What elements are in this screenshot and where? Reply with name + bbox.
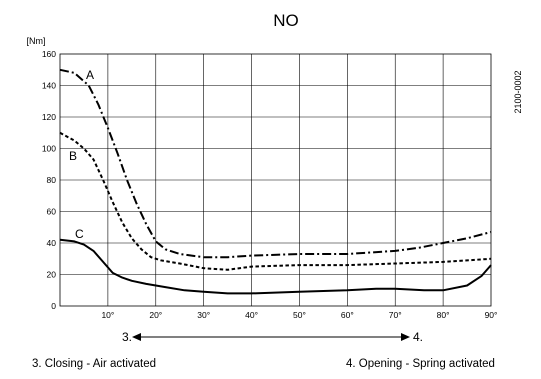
y-tick-label: 80	[47, 175, 57, 185]
series-label-b: B	[69, 149, 77, 163]
x-tick-label: 70°	[389, 310, 402, 320]
x-tick-label: 50°	[293, 310, 306, 320]
x-tick-label: 20°	[149, 310, 162, 320]
direction-arrow	[132, 333, 410, 341]
x-tick-label: 80°	[437, 310, 450, 320]
series-line-b	[59, 131, 492, 271]
x-tick-label: 60°	[341, 310, 354, 320]
arrow-label-opening: 4.	[413, 330, 423, 344]
legend-opening: 4. Opening - Spring activated	[346, 358, 495, 370]
x-tick-label: 40°	[245, 310, 258, 320]
y-tick-label: 40	[47, 238, 57, 248]
x-tick-labels: 10° 20° 30° 40° 50° 60° 70° 80° 90°	[101, 310, 497, 320]
x-tick-label: 10°	[101, 310, 114, 320]
y-tick-label: 160	[42, 49, 56, 59]
x-tick-label: 90°	[485, 310, 498, 320]
y-tick-label: 100	[42, 144, 56, 154]
series-label-a: A	[86, 68, 94, 82]
chart-title: NO	[273, 11, 299, 30]
series-line-c	[59, 238, 492, 295]
figure-code: 2100-0002	[513, 70, 523, 113]
series-line-a	[59, 68, 492, 259]
y-tick-label: 0	[51, 301, 56, 311]
arrow-label-closing: 3.	[122, 330, 132, 344]
x-tick-label: 30°	[197, 310, 210, 320]
y-tick-label: 20	[47, 270, 57, 280]
y-tick-label: 60	[47, 207, 57, 217]
grid	[59, 53, 492, 307]
y-tick-label: 140	[42, 81, 56, 91]
y-tick-labels: 0 20 40 60 80 100 120 140 160	[42, 49, 56, 311]
series-label-c: C	[75, 227, 84, 241]
y-axis-label: [Nm]	[27, 36, 46, 46]
series-lines	[59, 68, 492, 295]
y-tick-label: 120	[42, 112, 56, 122]
legend-closing: 3. Closing - Air activated	[32, 358, 156, 370]
